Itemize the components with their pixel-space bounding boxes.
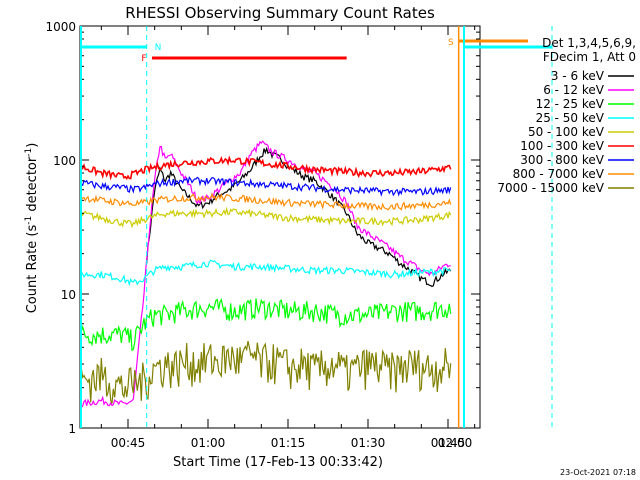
x-tick-label: 01:45 (431, 436, 466, 450)
legend-header-line-1: Det 1,3,4,5,6,9, (542, 36, 636, 50)
y-axis-label-end: ) (25, 143, 40, 148)
legend-label: 6 - 12 keV (543, 83, 605, 97)
x-tick-label: 01:00 (191, 436, 226, 450)
series-line-5 (79, 206, 452, 229)
y-tick-label: 100 (53, 154, 76, 168)
legend-label: 3 - 6 keV (551, 69, 605, 83)
flag-label-f: F (141, 54, 146, 64)
plot-frame (79, 25, 481, 429)
series-line-3 (79, 297, 452, 352)
plot-area (79, 140, 452, 409)
plot-overlay: 1 10 100 1000 00:45 01:00 01:15 01:30 01:4502:00… (45, 20, 553, 450)
y-tick-label: 10 (61, 288, 76, 302)
series-line-7 (79, 175, 452, 197)
legend-label: 12 - 25 keV (536, 97, 605, 111)
series-line-2 (79, 140, 451, 409)
chart-title: RHESSI Observing Summary Count Rates (125, 4, 435, 22)
x-tick-label: 00:45 (111, 436, 146, 450)
legend-label: 800 - 7000 keV (513, 167, 605, 181)
legend-label: 7000 - 15000 keV (497, 181, 604, 195)
series-line-4 (79, 259, 451, 287)
x-axis-label: Start Time (17-Feb-13 00:33:42) (173, 455, 383, 470)
y-axis-label-mid: detector (25, 156, 40, 216)
legend-header-line-2: FDecim 1, Att 0 (543, 50, 636, 64)
legend-label: 25 - 50 keV (536, 111, 605, 125)
y-axis-label-main: Count Rate (s (25, 225, 40, 314)
legend-label: 50 - 100 keV (528, 125, 605, 139)
y-tick-label: 1 (68, 422, 76, 436)
legend-label: 100 - 300 keV (520, 139, 604, 153)
timestamp: 23-Oct-2021 07:18 (560, 468, 636, 477)
y-axis-label: Count Rate (s-1 detector-1) (24, 143, 40, 314)
y-axis-label-sup2: -1 (24, 148, 34, 157)
x-tick-label: 01:15 (271, 436, 306, 450)
legend-label: 300 - 800 keV (520, 153, 604, 167)
series-line-6 (79, 155, 452, 181)
y-axis-label-sup1: -1 (24, 216, 34, 225)
series-line-8 (79, 192, 452, 212)
x-tick-label: 02:00 (438, 436, 473, 450)
flag-label-n: N (155, 43, 162, 53)
flag-label-s: S (448, 38, 454, 48)
series-line-9 (79, 340, 452, 404)
x-tick-label: 01:30 (351, 436, 386, 450)
y-tick-label: 1000 (45, 20, 76, 34)
